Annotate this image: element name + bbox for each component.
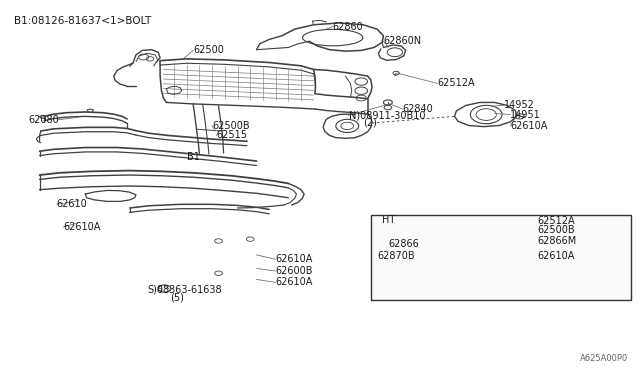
Text: S: S — [158, 286, 163, 292]
Text: 62600B: 62600B — [276, 266, 313, 276]
Text: S)08363-61638: S)08363-61638 — [147, 284, 222, 294]
Text: 62610: 62610 — [57, 199, 88, 209]
Text: 62512A: 62512A — [537, 216, 575, 226]
Text: 62866M: 62866M — [537, 236, 576, 246]
Text: 62860: 62860 — [333, 22, 364, 32]
Text: 62515: 62515 — [216, 131, 248, 141]
Text: 62500B: 62500B — [537, 225, 575, 235]
Text: 62610A: 62610A — [537, 251, 574, 262]
Text: 62512A: 62512A — [437, 78, 475, 89]
Text: 62610A: 62610A — [510, 121, 548, 131]
Text: 14952: 14952 — [504, 100, 535, 110]
Text: 62840: 62840 — [403, 104, 433, 114]
Text: 62610A: 62610A — [63, 222, 100, 232]
Text: HT: HT — [382, 215, 396, 225]
Text: 62080: 62080 — [28, 115, 59, 125]
Text: 14951: 14951 — [510, 109, 541, 119]
Text: 62610A: 62610A — [276, 278, 313, 288]
Text: 62500B: 62500B — [212, 121, 250, 131]
Text: 62500: 62500 — [193, 45, 224, 55]
Text: N)08911-30B10: N)08911-30B10 — [349, 110, 425, 120]
Bar — [371, 215, 631, 299]
Text: A625A00P0: A625A00P0 — [579, 354, 628, 363]
Text: (5): (5) — [170, 292, 184, 302]
Text: 62860N: 62860N — [383, 36, 422, 46]
Text: (2): (2) — [363, 118, 377, 128]
Text: 62866: 62866 — [388, 239, 419, 249]
Text: B1:08126-81637<1>BOLT: B1:08126-81637<1>BOLT — [14, 16, 152, 26]
Text: 62610A: 62610A — [276, 254, 313, 264]
Text: 62870B: 62870B — [377, 251, 415, 262]
Text: B1: B1 — [187, 152, 200, 162]
